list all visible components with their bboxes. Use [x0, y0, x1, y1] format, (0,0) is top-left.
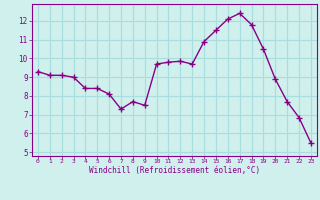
- X-axis label: Windchill (Refroidissement éolien,°C): Windchill (Refroidissement éolien,°C): [89, 166, 260, 175]
